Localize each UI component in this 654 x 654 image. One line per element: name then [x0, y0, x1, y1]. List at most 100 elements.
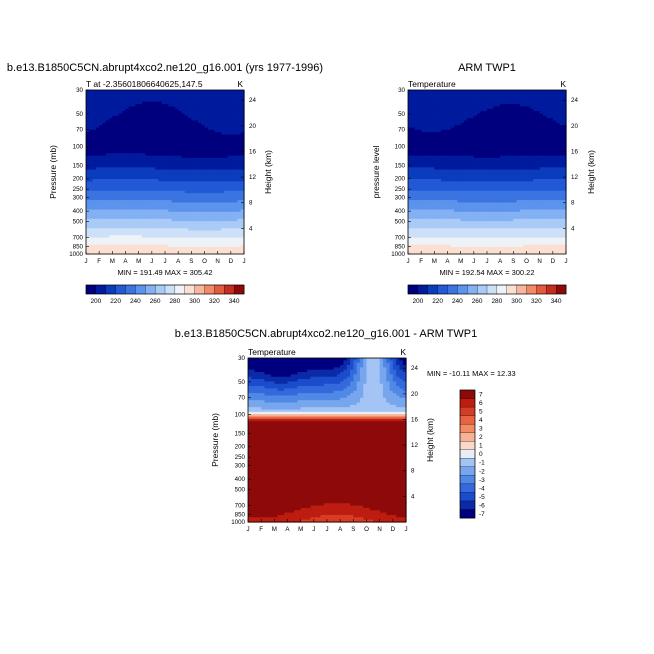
contour-cell: [155, 230, 160, 234]
contour-cell: [411, 122, 416, 126]
contour-cell: [168, 164, 173, 168]
contour-cell: [519, 162, 524, 166]
contour-cell: [102, 113, 107, 117]
contour-cell: [493, 106, 498, 110]
contour-cell: [414, 111, 419, 115]
contour-cell: [493, 90, 498, 93]
contour-cell: [523, 97, 528, 100]
contour-cell: [457, 94, 462, 98]
contour-cell: [197, 139, 202, 143]
contour-cell: [151, 242, 156, 246]
contour-cell: [95, 197, 100, 201]
contour-cell: [128, 181, 133, 185]
contour-cell: [135, 118, 140, 122]
contour-cell: [207, 104, 212, 107]
contour-cell: [207, 148, 212, 152]
contour-cell: [148, 193, 153, 197]
contour-cell: [204, 155, 209, 159]
contour-cell: [141, 132, 146, 136]
contour-cell: [506, 127, 511, 131]
contour-cell: [135, 249, 140, 253]
contour-cell: [188, 150, 192, 154]
contour-cell: [513, 143, 518, 147]
contour-cell: [227, 174, 232, 178]
contour-cell: [165, 228, 169, 232]
contour-cell: [562, 148, 567, 152]
contour-cell: [463, 90, 468, 93]
contour-cell: [188, 99, 192, 103]
contour-cell: [168, 209, 173, 213]
contour-cell: [109, 125, 113, 129]
contour-cell: [197, 190, 202, 194]
contour-cell: [115, 97, 120, 100]
contour-cell: [556, 94, 561, 98]
contour-cell: [417, 143, 422, 147]
contour-cell: [536, 111, 541, 115]
contour-cell: [473, 97, 478, 100]
contour-cell: [513, 132, 518, 136]
contour-cell: [454, 106, 458, 110]
contour-cell: [155, 232, 160, 236]
contour-cell: [194, 193, 199, 197]
contour-cell: [181, 190, 186, 194]
contour-cell: [217, 101, 222, 105]
contour-cell: [99, 232, 104, 236]
contour-cell: [437, 136, 442, 140]
contour-cell: [487, 108, 491, 112]
contour-cell: [148, 204, 153, 208]
contour-cell: [138, 176, 143, 180]
contour-cell: [95, 183, 100, 187]
contour-cell: [138, 90, 143, 93]
contour-cell: [487, 146, 491, 150]
contour-cell: [211, 235, 215, 239]
contour-cell: [168, 113, 173, 117]
contour-cell: [463, 132, 468, 136]
contour-cell: [105, 230, 110, 234]
contour-cell: [115, 132, 120, 136]
contour-cell: [115, 188, 120, 192]
contour-cell: [211, 139, 215, 143]
contour-cell: [109, 150, 113, 154]
contour-cell: [105, 169, 110, 173]
contour-cell: [197, 197, 202, 201]
contour-cell: [191, 242, 196, 246]
contour-cell: [207, 197, 212, 201]
contour-cell: [95, 176, 100, 180]
contour-cell: [132, 242, 136, 246]
contour-cell: [556, 136, 561, 140]
contour-cell: [214, 190, 219, 194]
contour-cell: [463, 148, 468, 152]
contour-cell: [171, 197, 176, 201]
contour-cell: [463, 99, 468, 103]
contour-cell: [102, 108, 107, 112]
contour-cell: [408, 97, 412, 100]
contour-cell: [414, 160, 419, 164]
contour-cell: [181, 174, 186, 178]
contour-cell: [427, 111, 432, 115]
contour-cell: [552, 139, 557, 143]
contour-cell: [191, 99, 196, 103]
contour-cell: [470, 90, 475, 93]
contour-cell: [421, 97, 426, 100]
contour-cell: [552, 136, 557, 140]
contour-cell: [480, 155, 485, 159]
contour-cell: [411, 136, 416, 140]
contour-cell: [552, 125, 557, 129]
contour-cell: [125, 134, 130, 138]
contour-cell: [171, 94, 176, 98]
contour-cell: [168, 228, 173, 232]
contour-cell: [523, 92, 528, 96]
contour-cell: [533, 97, 537, 100]
contour-cell: [234, 237, 239, 241]
contour-cell: [102, 129, 107, 133]
y-tick-label: 250: [73, 186, 84, 193]
contour-cell: [542, 143, 547, 147]
contour-cell: [86, 239, 90, 243]
contour-cell: [141, 230, 146, 234]
contour-cell: [454, 125, 458, 129]
contour-cell: [204, 141, 209, 145]
contour-cell: [188, 186, 192, 189]
contour-cell: [542, 127, 547, 131]
contour-cell: [151, 167, 156, 171]
contour-cell: [201, 127, 206, 131]
